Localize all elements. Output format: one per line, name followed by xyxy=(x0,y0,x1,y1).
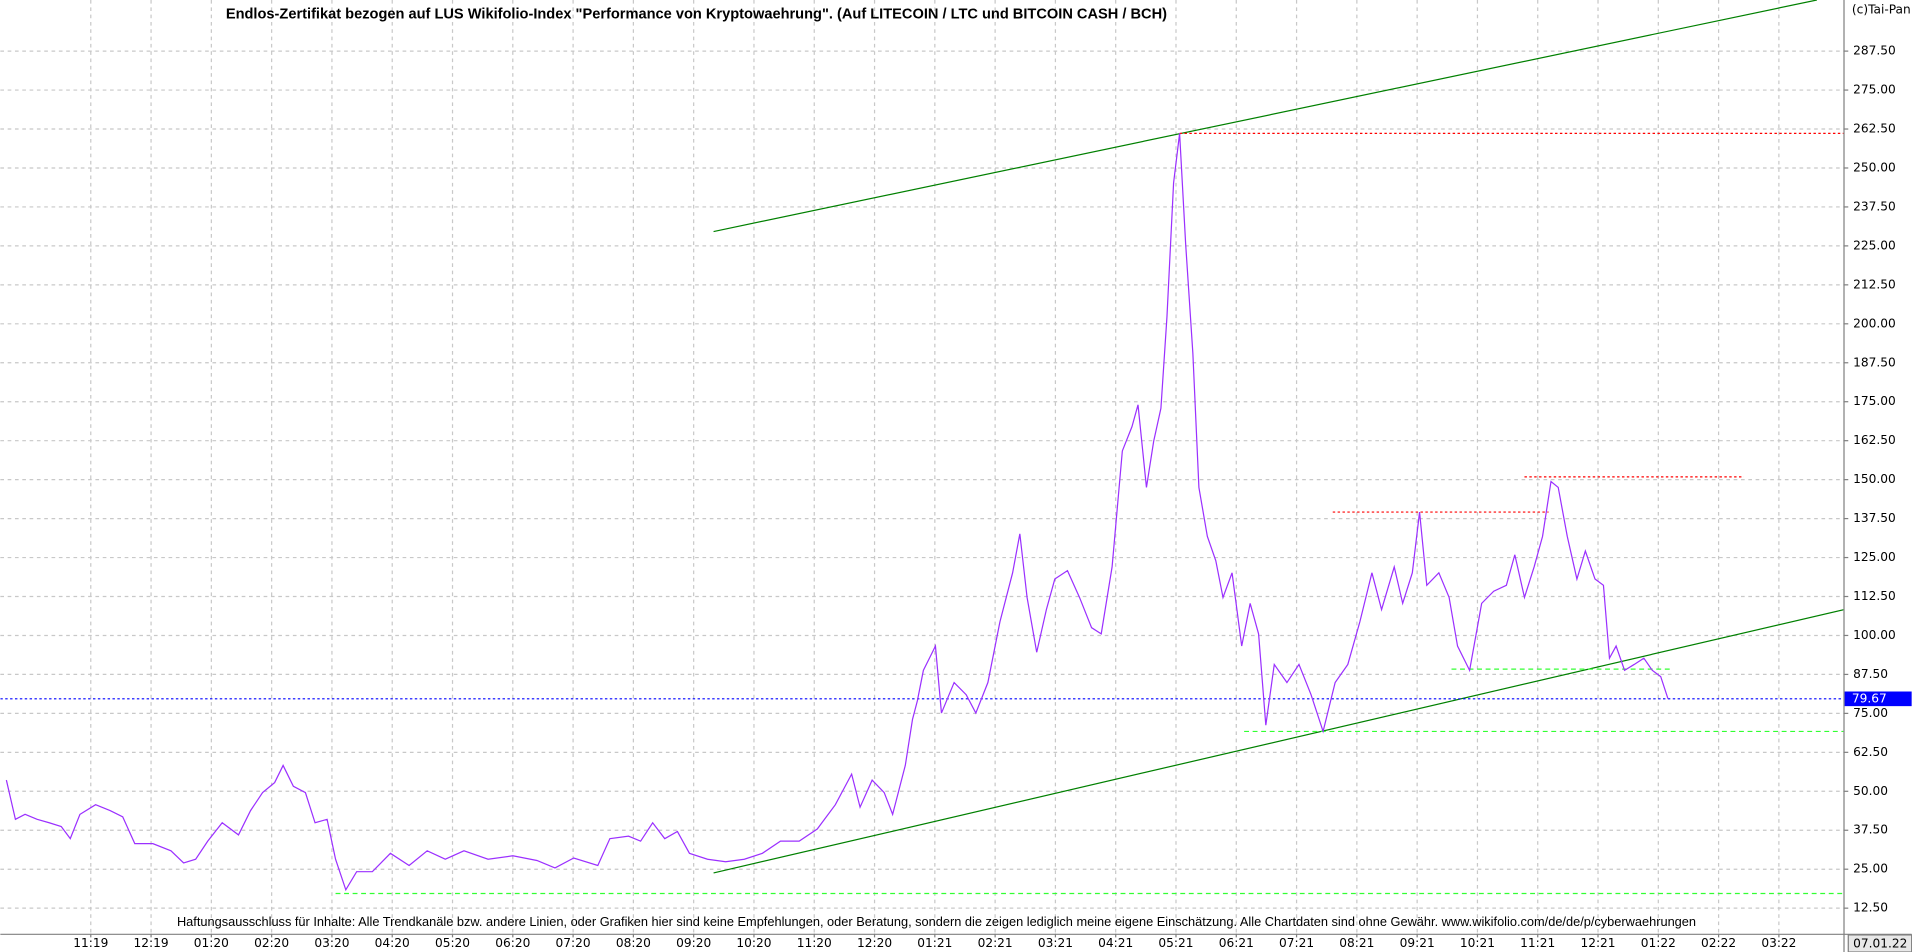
x-tick-label: 08:21 xyxy=(1339,936,1374,950)
x-tick-label: 06:20 xyxy=(495,936,530,950)
x-tick-label: 11:19 xyxy=(73,936,108,950)
trend-line xyxy=(713,609,1844,874)
y-tick-label: 200.00 xyxy=(1853,316,1896,330)
x-tick-label: 04:21 xyxy=(1098,936,1133,950)
price-line xyxy=(5,133,1669,892)
x-tick-label: 11:21 xyxy=(1520,936,1555,950)
y-tick-label: 125.00 xyxy=(1853,550,1896,564)
x-tick-label: 02:22 xyxy=(1701,936,1736,950)
x-tick-label: 07:21 xyxy=(1279,936,1314,950)
y-tick-label: 237.50 xyxy=(1853,199,1896,213)
y-tick-label: 212.50 xyxy=(1853,277,1896,291)
chart-title: Endlos-Zertifikat bezogen auf LUS Wikifo… xyxy=(226,6,1167,22)
x-tick-label: 05:20 xyxy=(435,936,470,950)
y-tick-label: 187.50 xyxy=(1853,355,1896,369)
date-label: 07.01.22 xyxy=(1853,937,1907,951)
x-tick-label: 12:19 xyxy=(134,936,169,950)
trend-line xyxy=(713,0,1817,233)
x-tick-label: 01:22 xyxy=(1641,936,1676,950)
x-tick-label: 03:22 xyxy=(1761,936,1796,950)
x-tick-label: 01:20 xyxy=(194,936,229,950)
y-tick-label: 50.00 xyxy=(1853,784,1888,798)
y-tick-label: 12.50 xyxy=(1853,901,1888,915)
plot-area xyxy=(0,0,1844,895)
x-tick-label: 05:21 xyxy=(1158,936,1193,950)
x-tick-label: 10:21 xyxy=(1460,936,1495,950)
x-tick-label: 04:20 xyxy=(375,936,410,950)
x-tick-label: 11:20 xyxy=(797,936,832,950)
last-price-label: 79.67 xyxy=(1852,691,1887,705)
y-tick-label: 162.50 xyxy=(1853,433,1896,447)
y-tick-label: 37.50 xyxy=(1853,823,1888,837)
y-tick-label: 175.00 xyxy=(1853,394,1896,408)
x-tick-label: 12:21 xyxy=(1580,936,1615,950)
y-tick-label: 62.50 xyxy=(1853,745,1888,759)
x-tick-label: 03:20 xyxy=(314,936,349,950)
x-tick-label: 03:21 xyxy=(1038,936,1073,950)
y-tick-label: 275.00 xyxy=(1853,83,1896,97)
y-tick-label: 250.00 xyxy=(1853,160,1896,174)
copyright: (c)Tai-Pan xyxy=(1852,2,1911,16)
x-tick-label: 12:20 xyxy=(857,936,892,950)
y-tick-label: 87.50 xyxy=(1853,667,1888,681)
y-tick-label: 137.50 xyxy=(1853,511,1896,525)
y-tick-label: 25.00 xyxy=(1853,862,1888,876)
x-tick-label: 07:20 xyxy=(556,936,591,950)
x-tick-label: 06:21 xyxy=(1219,936,1254,950)
y-tick-label: 150.00 xyxy=(1853,472,1896,486)
x-tick-label: 02:21 xyxy=(978,936,1013,950)
y-tick-label: 287.50 xyxy=(1853,44,1896,58)
x-tick-label: 10:20 xyxy=(736,936,771,950)
y-tick-label: 75.00 xyxy=(1853,706,1888,720)
y-tick-label: 112.50 xyxy=(1853,589,1896,603)
x-tick-label: 02:20 xyxy=(254,936,289,950)
axes: 12.50 25.00 37.50 50.00 62.50 75.00 87.50 100.0… xyxy=(73,44,1912,950)
x-tick-label: 08:20 xyxy=(616,936,651,950)
x-tick-label: 01:21 xyxy=(917,936,952,950)
y-tick-label: 100.00 xyxy=(1853,628,1896,642)
grid xyxy=(0,0,1844,934)
x-tick-label: 09:20 xyxy=(676,936,711,950)
x-tick-label: 09:21 xyxy=(1400,936,1435,950)
disclaimer: Haftungsausschluss für Inhalte: Alle Tre… xyxy=(177,914,1696,929)
y-tick-label: 225.00 xyxy=(1853,238,1896,252)
y-tick-label: 262.50 xyxy=(1853,122,1896,136)
last-price-box xyxy=(1844,691,1912,707)
